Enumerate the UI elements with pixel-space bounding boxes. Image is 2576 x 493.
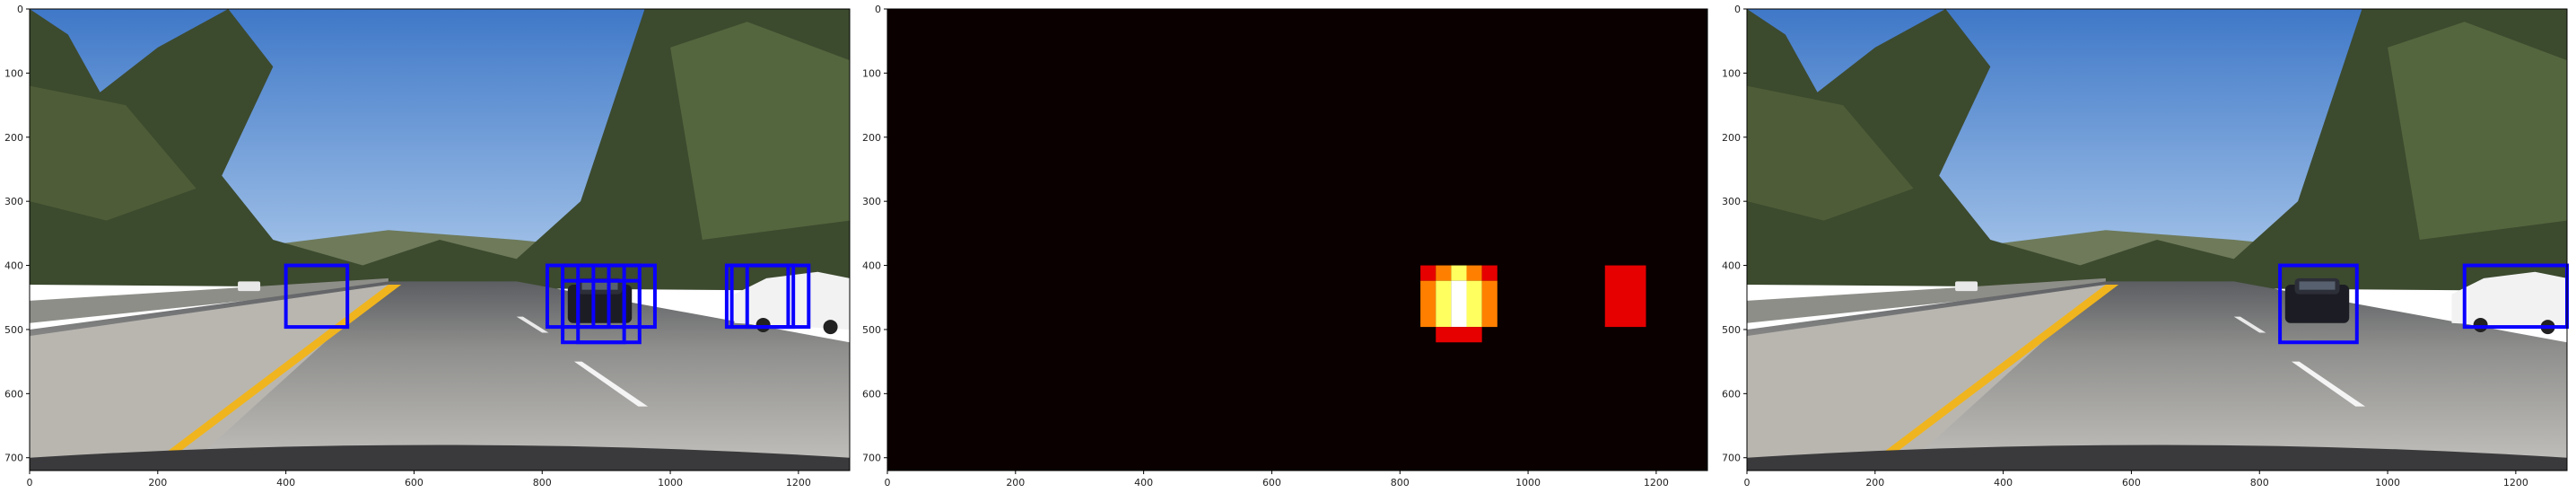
axes-frame bbox=[29, 8, 851, 471]
guard-rail bbox=[1747, 277, 2106, 323]
heat-cell bbox=[1420, 280, 1436, 328]
car-wheel bbox=[823, 320, 838, 335]
car-hood bbox=[30, 445, 850, 471]
y-tick-label: 300 bbox=[4, 196, 23, 207]
x-tick-label: 600 bbox=[405, 477, 424, 489]
car-wheel bbox=[755, 317, 771, 332]
x-tick-label: 400 bbox=[1994, 477, 2013, 489]
road-photo bbox=[30, 9, 850, 471]
y-tick-label: 300 bbox=[1722, 196, 1741, 207]
x-tick-label: 1000 bbox=[2375, 477, 2400, 489]
x-tick-label: 600 bbox=[1262, 477, 1281, 489]
car-wheel bbox=[2473, 317, 2488, 332]
road-photo bbox=[1747, 9, 2567, 471]
foliage-right bbox=[670, 22, 850, 241]
y-tick-label: 100 bbox=[1722, 67, 1741, 79]
detection-box bbox=[724, 263, 790, 330]
detection-box bbox=[576, 278, 642, 345]
lane-dash bbox=[516, 316, 549, 333]
trees bbox=[30, 9, 850, 292]
x-tick-label: 1200 bbox=[786, 477, 811, 489]
foliage-left bbox=[30, 85, 196, 221]
y-tick-label: 600 bbox=[4, 388, 23, 400]
panel-3 bbox=[1747, 9, 2569, 471]
x-tick-label: 0 bbox=[885, 477, 891, 489]
y-tick-label: 500 bbox=[1722, 324, 1741, 336]
panel-1 bbox=[30, 9, 850, 471]
y-tick-label: 500 bbox=[862, 324, 881, 336]
x-tick-label: 800 bbox=[1391, 477, 1410, 489]
heat-cell bbox=[1481, 280, 1498, 328]
heat-cell bbox=[1436, 280, 1452, 328]
x-tick-label: 600 bbox=[2122, 477, 2141, 489]
heat-cell bbox=[1436, 265, 1452, 281]
heat-cell bbox=[1451, 280, 1467, 328]
heat-cell bbox=[1481, 265, 1498, 281]
y-tick-label: 400 bbox=[1722, 260, 1741, 272]
guard-rail bbox=[30, 277, 389, 323]
x-tick-label: 200 bbox=[1865, 477, 1884, 489]
lane-line bbox=[1884, 284, 2119, 452]
car-dark-window bbox=[581, 281, 618, 290]
y-tick-label: 100 bbox=[4, 67, 23, 79]
x-tick-label: 1000 bbox=[658, 477, 683, 489]
y-tick-label: 0 bbox=[17, 4, 23, 15]
heatmap-image bbox=[887, 9, 1707, 471]
y-tick-label: 200 bbox=[4, 132, 23, 144]
heat-cell bbox=[1420, 265, 1436, 281]
car-distant bbox=[1955, 281, 1978, 292]
axes-3: 0 200 400 600 800 1000 1200 0 100 200 300 400 500 600… bbox=[1722, 4, 2568, 489]
x-tick-label: 1200 bbox=[1644, 477, 1669, 489]
x-tick-label: 0 bbox=[27, 477, 33, 489]
foliage-left bbox=[1747, 85, 1914, 221]
foliage-right bbox=[2388, 22, 2567, 241]
x-tick-label: 400 bbox=[276, 477, 295, 489]
x-tick-label: 200 bbox=[1006, 477, 1025, 489]
heat-cell bbox=[1466, 265, 1482, 281]
axes-2: 0 200 400 600 800 1000 1200 0 100 200 300 400 500 600… bbox=[862, 4, 1708, 489]
lane-dash bbox=[573, 361, 649, 407]
shoulder bbox=[30, 284, 389, 471]
axes-frame bbox=[886, 8, 1708, 471]
y-tick-label: 200 bbox=[862, 132, 881, 144]
car-distant bbox=[238, 281, 261, 292]
axes-1: 0 200 400 600 800 1000 1200 0 100 200 300 400 500 600… bbox=[4, 4, 851, 489]
car-hood bbox=[1747, 445, 2567, 471]
x-tick-label: 200 bbox=[148, 477, 167, 489]
car-white bbox=[2451, 271, 2567, 330]
heat-cell bbox=[1451, 265, 1467, 281]
panel-2 bbox=[887, 9, 1707, 471]
y-tick-label: 0 bbox=[1734, 4, 1741, 15]
y-tick-label: 300 bbox=[862, 196, 881, 207]
axes-frame bbox=[1746, 8, 2568, 471]
y-tick-label: 0 bbox=[875, 4, 881, 15]
x-tick-label: 400 bbox=[1134, 477, 1153, 489]
y-tick-label: 700 bbox=[1722, 453, 1741, 464]
lane-dash bbox=[2233, 316, 2266, 333]
y-tick-label: 600 bbox=[862, 388, 881, 400]
y-tick-label: 100 bbox=[862, 67, 881, 79]
x-tick-label: 1000 bbox=[1515, 477, 1541, 489]
y-tick-label: 500 bbox=[4, 324, 23, 336]
detection-box bbox=[2278, 263, 2359, 345]
y-tick-label: 700 bbox=[862, 453, 881, 464]
y-tick-label: 400 bbox=[862, 260, 881, 272]
y-tick-label: 600 bbox=[1722, 388, 1741, 400]
y-tick-label: 700 bbox=[4, 453, 23, 464]
car-dark-window bbox=[2299, 281, 2336, 290]
trees bbox=[1747, 9, 2567, 292]
lane-dash bbox=[2291, 361, 2366, 407]
x-tick-label: 1200 bbox=[2503, 477, 2528, 489]
y-tick-label: 400 bbox=[4, 260, 23, 272]
x-tick-label: 800 bbox=[533, 477, 552, 489]
shoulder bbox=[1747, 284, 2106, 471]
x-tick-label: 0 bbox=[1744, 477, 1751, 489]
heat-cell bbox=[1466, 280, 1482, 328]
heat-cell bbox=[1436, 327, 1482, 343]
y-tick-label: 200 bbox=[1722, 132, 1741, 144]
heat-cell bbox=[1604, 265, 1646, 328]
x-tick-label: 800 bbox=[2250, 477, 2269, 489]
detection-box bbox=[284, 263, 350, 330]
